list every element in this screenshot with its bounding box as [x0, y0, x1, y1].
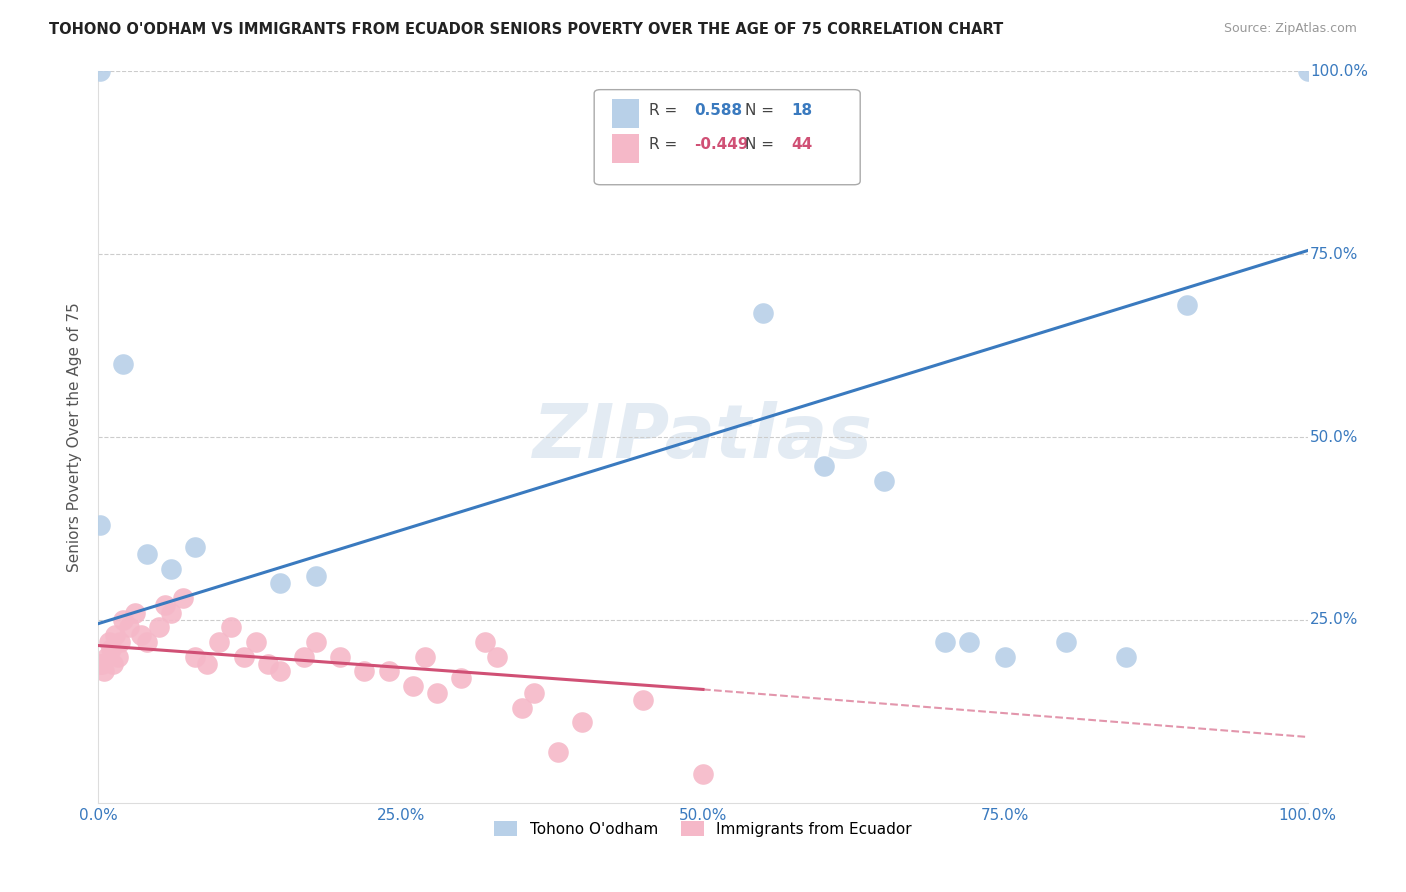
FancyBboxPatch shape [613, 99, 638, 128]
Point [994, 649, 1017, 664]
Legend: Tohono O'odham, Immigrants from Ecuador: Tohono O'odham, Immigrants from Ecuador [488, 814, 918, 843]
Point [474, 635, 496, 649]
Point [111, 613, 134, 627]
Text: 44: 44 [792, 137, 813, 152]
Point [232, 649, 254, 664]
Point [957, 635, 980, 649]
Point [89, 517, 111, 532]
Point [89, 657, 111, 671]
Point [129, 627, 152, 641]
Point [631, 693, 654, 707]
Text: 75.0%: 75.0% [1310, 247, 1358, 261]
Point [450, 672, 472, 686]
Point [172, 591, 194, 605]
Point [221, 620, 243, 634]
FancyBboxPatch shape [613, 134, 638, 163]
Text: 100.0%: 100.0% [1310, 64, 1368, 78]
Point [91, 657, 114, 671]
Point [107, 649, 129, 664]
Point [160, 606, 183, 620]
Point [269, 664, 291, 678]
Point [813, 459, 835, 474]
Point [1296, 64, 1319, 78]
Point [118, 620, 141, 634]
Point [124, 606, 146, 620]
Point [256, 657, 278, 671]
Y-axis label: Seniors Poverty Over the Age of 75: Seniors Poverty Over the Age of 75 [67, 302, 83, 572]
Point [245, 635, 267, 649]
Point [377, 664, 399, 678]
Text: TOHONO O'ODHAM VS IMMIGRANTS FROM ECUADOR SENIORS POVERTY OVER THE AGE OF 75 COR: TOHONO O'ODHAM VS IMMIGRANTS FROM ECUADO… [49, 22, 1004, 37]
Point [160, 562, 183, 576]
Point [100, 642, 122, 657]
Point [547, 745, 569, 759]
Point [1054, 635, 1077, 649]
Point [486, 649, 509, 664]
Point [148, 620, 170, 634]
Text: 25.0%: 25.0% [1310, 613, 1358, 627]
Point [153, 599, 176, 613]
Point [305, 635, 328, 649]
Point [135, 547, 157, 561]
Point [93, 664, 115, 678]
Point [523, 686, 546, 700]
Point [1115, 649, 1137, 664]
Point [269, 576, 291, 591]
Point [104, 627, 127, 641]
FancyBboxPatch shape [595, 90, 860, 185]
Point [96, 649, 118, 664]
Point [402, 679, 425, 693]
Point [692, 766, 714, 780]
Point [108, 635, 131, 649]
Text: R =: R = [648, 137, 682, 152]
Point [934, 635, 956, 649]
Point [329, 649, 352, 664]
Point [101, 657, 124, 671]
Point [184, 649, 207, 664]
Text: N =: N = [745, 103, 779, 118]
Point [292, 649, 315, 664]
Point [135, 635, 157, 649]
Point [752, 306, 775, 320]
Text: 18: 18 [792, 103, 813, 118]
Text: -0.449: -0.449 [695, 137, 749, 152]
Text: N =: N = [745, 137, 779, 152]
Point [413, 649, 436, 664]
Point [111, 357, 134, 371]
Point [571, 715, 593, 730]
Point [208, 635, 231, 649]
Point [873, 474, 896, 488]
Point [353, 664, 375, 678]
Text: 50.0%: 50.0% [1310, 430, 1358, 444]
Point [1175, 298, 1198, 312]
Text: ZIPatlas: ZIPatlas [533, 401, 873, 474]
Point [89, 64, 111, 78]
Point [510, 700, 533, 714]
Text: R =: R = [648, 103, 682, 118]
Point [98, 635, 121, 649]
Point [184, 540, 207, 554]
Point [195, 657, 218, 671]
Point [305, 569, 328, 583]
Point [426, 686, 449, 700]
Text: 0.588: 0.588 [695, 103, 742, 118]
Text: Source: ZipAtlas.com: Source: ZipAtlas.com [1223, 22, 1357, 36]
